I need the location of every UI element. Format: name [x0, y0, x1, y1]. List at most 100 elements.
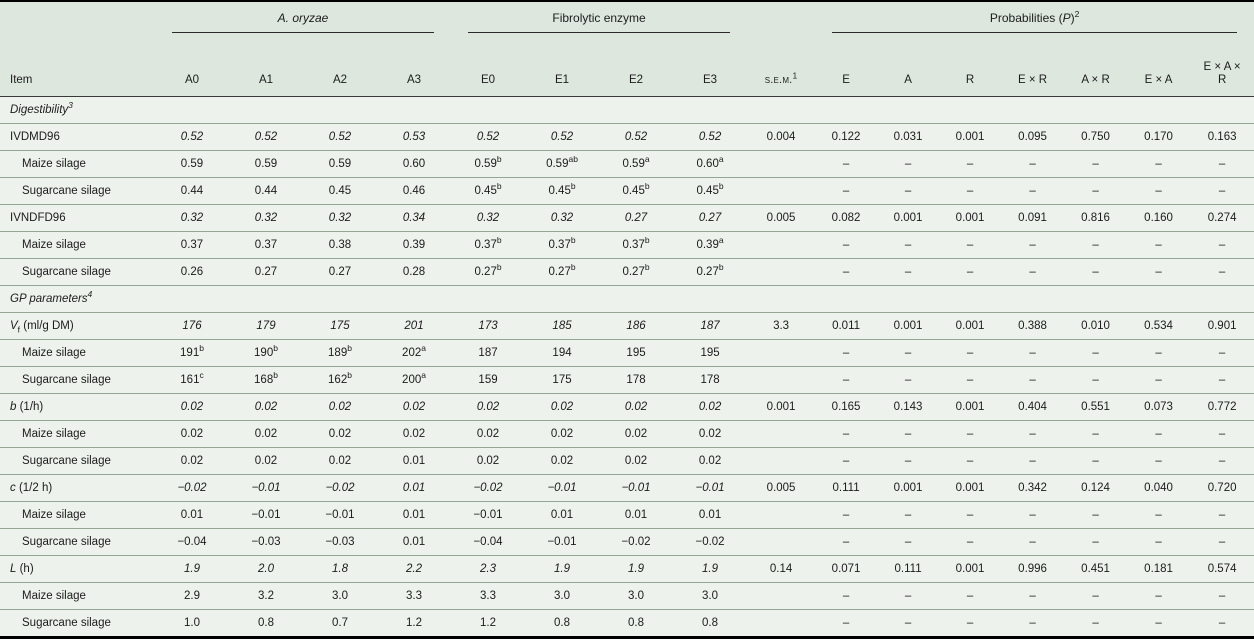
table-cell: 0.111	[815, 474, 878, 502]
row-label: Digestibility3	[0, 96, 1254, 124]
column-header: A0	[155, 39, 229, 97]
table-cell: 0.37	[229, 231, 303, 259]
table-cell: –	[877, 150, 940, 178]
table-cell: −0.04	[155, 528, 229, 556]
table-cell: –	[1190, 366, 1254, 394]
table-cell: 0.01	[377, 474, 452, 502]
table-cell: 3.0	[599, 582, 674, 610]
table-cell: 0.27b	[451, 258, 526, 286]
row-label: Maize silage	[0, 582, 155, 610]
table-cell: –	[1001, 339, 1065, 367]
table-cell: 0.031	[877, 123, 940, 151]
table-cell: –	[1001, 582, 1065, 610]
table-cell: 0.01	[155, 501, 229, 529]
table-cell: 0.59a	[599, 150, 674, 178]
column-header: A3	[377, 39, 452, 97]
row-label: IVNDFD96	[0, 204, 155, 232]
table-cell: 0.01	[377, 528, 452, 556]
table-cell: –	[1064, 582, 1128, 610]
table-cell: 0.01	[525, 501, 600, 529]
table-row: Maize silage 0.02 0.02 0.02 0.02 0.02 0.02 0.02…	[0, 420, 1254, 448]
table-cell: 0.32	[155, 204, 229, 232]
table-cell: 0.52	[599, 123, 674, 151]
table-cell: 168b	[229, 366, 303, 394]
table-cell: –	[1127, 177, 1191, 205]
table-cell: 0.27	[303, 258, 377, 286]
table-cell: 0.02	[599, 420, 674, 448]
table-cell: 186	[599, 312, 674, 340]
table-cell: 0.45b	[673, 177, 748, 205]
table-cell: 0.37b	[599, 231, 674, 259]
table-cell: 0.02	[229, 420, 303, 448]
table-cell: 195	[599, 339, 674, 367]
table-cell: –	[815, 501, 878, 529]
table-cell: 179	[229, 312, 303, 340]
table-cell	[747, 420, 816, 448]
table-cell: 0.534	[1127, 312, 1191, 340]
table-cell: 0.01	[673, 501, 748, 529]
table-cell: 0.27b	[673, 258, 748, 286]
table-row: Sugarcane silage −0.04 −0.03 −0.03 0.01 −0.04…	[0, 528, 1254, 556]
table-cell: 1.9	[525, 555, 600, 583]
table-cell: 0.34	[377, 204, 452, 232]
table-cell: –	[1127, 528, 1191, 556]
table-cell: 3.3	[377, 582, 452, 610]
column-group-label: A. oryzae	[172, 11, 435, 33]
table-cell: 0.01	[377, 501, 452, 529]
table-cell: –	[877, 501, 940, 529]
table-cell	[747, 258, 816, 286]
table-cell: 0.001	[939, 312, 1002, 340]
table-cell: −0.01	[451, 501, 526, 529]
table-cell: −0.02	[599, 528, 674, 556]
table-cell: 0.02	[525, 420, 600, 448]
table-cell: 0.005	[747, 474, 816, 502]
table-cell: –	[1064, 339, 1128, 367]
table-cell: 0.404	[1001, 393, 1065, 421]
table-cell: −0.02	[673, 528, 748, 556]
table-cell: 0.574	[1190, 555, 1254, 583]
table-cell: –	[1064, 528, 1128, 556]
table-cell: 0.39	[377, 231, 452, 259]
column-group-header: A. oryzae	[155, 1, 451, 39]
table-cell: –	[877, 366, 940, 394]
table-cell: 0.02	[599, 447, 674, 475]
table-cell: 173	[451, 312, 526, 340]
row-label: Sugarcane silage	[0, 447, 155, 475]
table-cell: 0.011	[815, 312, 878, 340]
table-cell: 0.901	[1190, 312, 1254, 340]
item-column-header: Item	[0, 39, 155, 97]
table-cell	[747, 501, 816, 529]
row-label: b (1/h)	[0, 393, 155, 421]
row-label: Maize silage	[0, 501, 155, 529]
table-cell: 0.001	[747, 393, 816, 421]
table-cell: 0.274	[1190, 204, 1254, 232]
table-cell: –	[1127, 501, 1191, 529]
table-cell: 0.170	[1127, 123, 1191, 151]
table-cell: −0.02	[451, 474, 526, 502]
table-cell	[747, 366, 816, 394]
table-cell: −0.03	[303, 528, 377, 556]
table-row: IVNDFD96 0.32 0.32 0.32 0.34 0.32 0.32 0.27 0.27…	[0, 204, 1254, 232]
table-cell: 0.001	[939, 123, 1002, 151]
row-label: Vf (ml/g DM)	[0, 312, 155, 340]
table-row: Vf (ml/g DM) 176 179 175 201 173 185 186 187 3.3 0…	[0, 312, 1254, 340]
table-cell: 0.071	[815, 555, 878, 583]
table-cell: –	[1127, 258, 1191, 286]
row-label: Sugarcane silage	[0, 528, 155, 556]
row-label: Sugarcane silage	[0, 258, 155, 286]
column-header: R	[939, 39, 1002, 97]
column-group-label: Fibrolytic enzyme	[468, 11, 731, 33]
table-cell: 187	[673, 312, 748, 340]
table-cell: −0.01	[525, 474, 600, 502]
table-cell: 175	[303, 312, 377, 340]
table-cell: 0.165	[815, 393, 878, 421]
table-cell: 0.52	[525, 123, 600, 151]
table-cell: 0.001	[939, 474, 1002, 502]
table-cell: 3.0	[525, 582, 600, 610]
table-cell: 0.32	[303, 204, 377, 232]
table-cell: 0.44	[229, 177, 303, 205]
table-cell: 0.45	[303, 177, 377, 205]
table-body: Digestibility3 IVDMD96 0.52 0.52 0.52 0.53 0.5…	[0, 96, 1254, 638]
table-cell: 0.45b	[451, 177, 526, 205]
table-header: A. oryzae Fibrolytic enzyme Probabilities …	[0, 1, 1254, 97]
